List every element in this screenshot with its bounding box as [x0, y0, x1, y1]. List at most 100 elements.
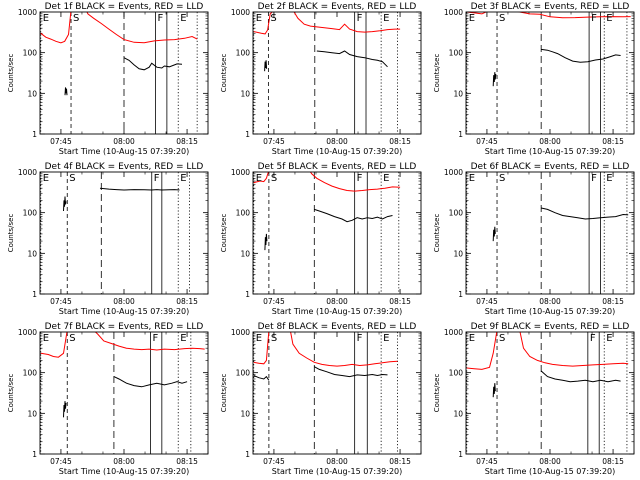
series-line-lld — [253, 12, 273, 35]
event-marker-label: F — [152, 333, 158, 344]
chart-panel-1: Det 1f BLACK = Events, RED = LLD Counts/s… — [0, 0, 213, 160]
y-tick-label: 100 — [449, 369, 464, 378]
chart-title: Det 3f BLACK = Events, RED = LLD — [471, 2, 630, 12]
y-tick-label: 1000 — [18, 328, 37, 337]
x-tick-label: 08:15 — [389, 137, 411, 146]
y-tick-label: 1000 — [231, 168, 250, 177]
x-tick-label: 08:00 — [326, 297, 348, 306]
series-line-events — [492, 226, 496, 242]
plot-area — [466, 12, 631, 134]
x-axis-label: Start Time (10-Aug-15 07:39:20) — [485, 307, 616, 316]
series-line-events — [63, 401, 67, 418]
y-tick-label: 1000 — [444, 328, 463, 337]
x-tick-label: 08:00 — [326, 137, 348, 146]
chart-svg: Det 7f BLACK = Events, RED = LLD Counts/s… — [7, 322, 209, 476]
x-tick-label: 07:45 — [263, 457, 285, 466]
series-line-events — [314, 366, 388, 378]
event-marker-label: S — [271, 333, 277, 344]
plot-frame — [252, 171, 422, 295]
series-line-lld — [40, 332, 68, 358]
series-line-lld — [517, 12, 631, 19]
series-line-lld — [466, 332, 498, 370]
series-line-lld — [253, 332, 270, 365]
chart-panel-9: Det 9f BLACK = Events, RED = LLD Counts/s… — [426, 320, 639, 480]
plot-area — [40, 332, 205, 454]
x-tick-label: 08:00 — [113, 297, 135, 306]
y-tick-label: 1000 — [18, 168, 37, 177]
x-tick-label: 07:45 — [476, 137, 498, 146]
chart-panel-6: Det 6f BLACK = Events, RED = LLD Counts/s… — [426, 160, 639, 320]
x-axis-label: Start Time (10-Aug-15 07:39:20) — [272, 467, 403, 476]
series-line-events — [264, 60, 268, 72]
x-axis-label: Start Time (10-Aug-15 07:39:20) — [272, 307, 403, 316]
x-tick-label: 08:15 — [176, 457, 198, 466]
y-tick-label: 10 — [27, 409, 37, 418]
series-line-events — [540, 370, 621, 383]
y-tick-label: 1 — [245, 450, 250, 459]
series-line-events — [492, 72, 497, 87]
series-line-events — [63, 196, 67, 212]
y-tick-label: 100 — [236, 209, 251, 218]
y-tick-label: 1 — [458, 130, 463, 139]
event-marker-label: F — [591, 173, 597, 184]
y-axis-label: Counts/sec — [220, 214, 228, 253]
event-marker-label: E — [180, 333, 186, 344]
event-marker-label: E — [256, 333, 262, 344]
event-marker-label: S — [499, 333, 505, 344]
chart-svg: Det 4f BLACK = Events, RED = LLD Counts/s… — [7, 162, 209, 316]
x-tick-label: 07:45 — [263, 297, 285, 306]
plot-area — [253, 332, 398, 454]
series-line-lld — [466, 12, 488, 15]
series-line-lld — [290, 332, 398, 367]
chart-svg: Det 5f BLACK = Events, RED = LLD Counts/s… — [220, 162, 422, 316]
y-tick-label: 1 — [245, 290, 250, 299]
y-tick-label: 10 — [240, 89, 250, 98]
event-marker-label: E — [469, 173, 475, 184]
series-line-events — [64, 87, 68, 96]
y-tick-label: 100 — [23, 369, 38, 378]
plot-frame — [39, 171, 209, 295]
chart-svg: Det 2f BLACK = Events, RED = LLD Counts/s… — [220, 2, 422, 156]
chart-panel-2: Det 2f BLACK = Events, RED = LLD Counts/s… — [213, 0, 426, 160]
x-tick-label: 07:45 — [50, 297, 72, 306]
y-tick-label: 1000 — [18, 8, 37, 17]
y-tick-label: 10 — [453, 89, 463, 98]
y-tick-label: 1000 — [444, 168, 463, 177]
chart-svg: Det 6f BLACK = Events, RED = LLD Counts/s… — [433, 162, 635, 316]
chart-svg: Det 3f BLACK = Events, RED = LLD Counts/s… — [433, 2, 635, 156]
event-marker-label: S — [499, 13, 505, 24]
event-marker-label: S — [499, 173, 505, 184]
chart-panel-7: Det 7f BLACK = Events, RED = LLD Counts/s… — [0, 320, 213, 480]
series-line-lld — [253, 172, 269, 184]
event-marker-label: E — [469, 333, 475, 344]
series-line-events — [314, 208, 393, 223]
y-tick-label: 1 — [458, 290, 463, 299]
x-axis-label: Start Time (10-Aug-15 07:39:20) — [59, 147, 190, 156]
chart-svg: Det 1f BLACK = Events, RED = LLD Counts/s… — [7, 2, 209, 156]
y-axis-label: Counts/sec — [433, 54, 441, 93]
x-axis-label: Start Time (10-Aug-15 07:39:20) — [485, 147, 616, 156]
event-marker-label: F — [158, 13, 164, 24]
event-marker-label: S — [73, 13, 79, 24]
chart-svg: Det 8f BLACK = Events, RED = LLD Counts/s… — [220, 322, 422, 476]
event-marker-label: E — [383, 333, 389, 344]
event-marker-label: E — [383, 13, 389, 24]
plot-frame — [465, 331, 635, 455]
chart-title: Det 8f BLACK = Events, RED = LLD — [258, 322, 417, 332]
x-tick-label: 08:00 — [539, 457, 561, 466]
y-tick-label: 100 — [236, 369, 251, 378]
chart-title: Det 6f BLACK = Events, RED = LLD — [471, 162, 630, 172]
chart-title: Det 7f BLACK = Events, RED = LLD — [45, 322, 204, 332]
event-marker-label: E — [43, 333, 49, 344]
chart-title: Det 9f BLACK = Events, RED = LLD — [471, 322, 630, 332]
event-marker-label: E — [256, 13, 262, 24]
x-tick-label: 08:15 — [389, 297, 411, 306]
x-axis-label: Start Time (10-Aug-15 07:39:20) — [485, 467, 616, 476]
event-marker-label: E — [43, 13, 49, 24]
plot-area — [253, 12, 401, 134]
plot-area — [466, 332, 629, 454]
chart-panel-8: Det 8f BLACK = Events, RED = LLD Counts/s… — [213, 320, 426, 480]
y-axis-label: Counts/sec — [220, 54, 228, 93]
y-axis-label: Counts/sec — [7, 214, 15, 253]
